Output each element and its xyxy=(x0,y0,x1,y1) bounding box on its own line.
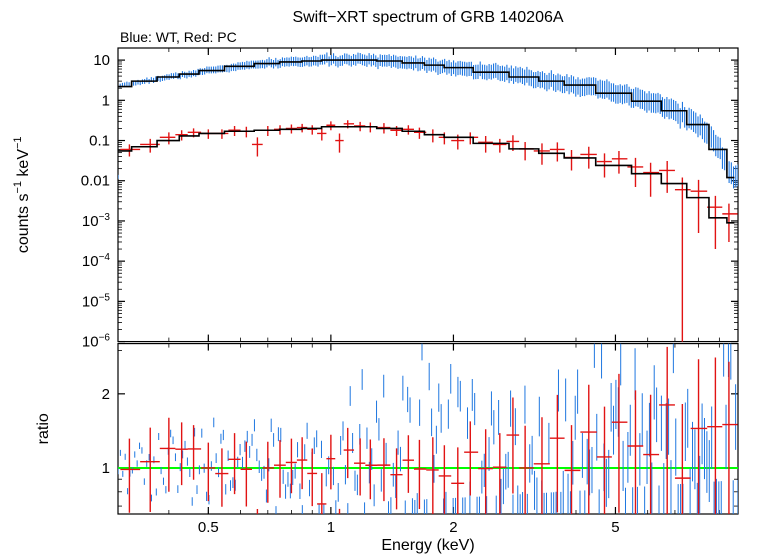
chart-title: Swift−XRT spectrum of GRB 140206A xyxy=(292,9,563,26)
ylabel-top: counts s−1 keV−1 xyxy=(12,136,32,253)
ylabel-bottom: ratio xyxy=(35,413,52,444)
chart-subtitle: Blue: WT, Red: PC xyxy=(120,29,237,45)
svg-text:0.1: 0.1 xyxy=(89,133,110,150)
spectrum-chart: Swift−XRT spectrum of GRB 140206A Blue: W… xyxy=(0,0,758,556)
svg-text:0.5: 0.5 xyxy=(198,519,219,536)
svg-text:2: 2 xyxy=(449,519,457,536)
svg-text:0.01: 0.01 xyxy=(81,173,110,190)
xlabel: Energy (keV) xyxy=(381,537,474,554)
svg-text:10: 10 xyxy=(93,52,110,69)
svg-text:5: 5 xyxy=(611,519,619,536)
svg-text:1: 1 xyxy=(102,460,110,477)
chart-svg: Swift−XRT spectrum of GRB 140206A Blue: W… xyxy=(0,0,758,556)
svg-text:1: 1 xyxy=(102,92,110,109)
svg-text:2: 2 xyxy=(102,386,110,403)
svg-text:1: 1 xyxy=(327,519,335,536)
